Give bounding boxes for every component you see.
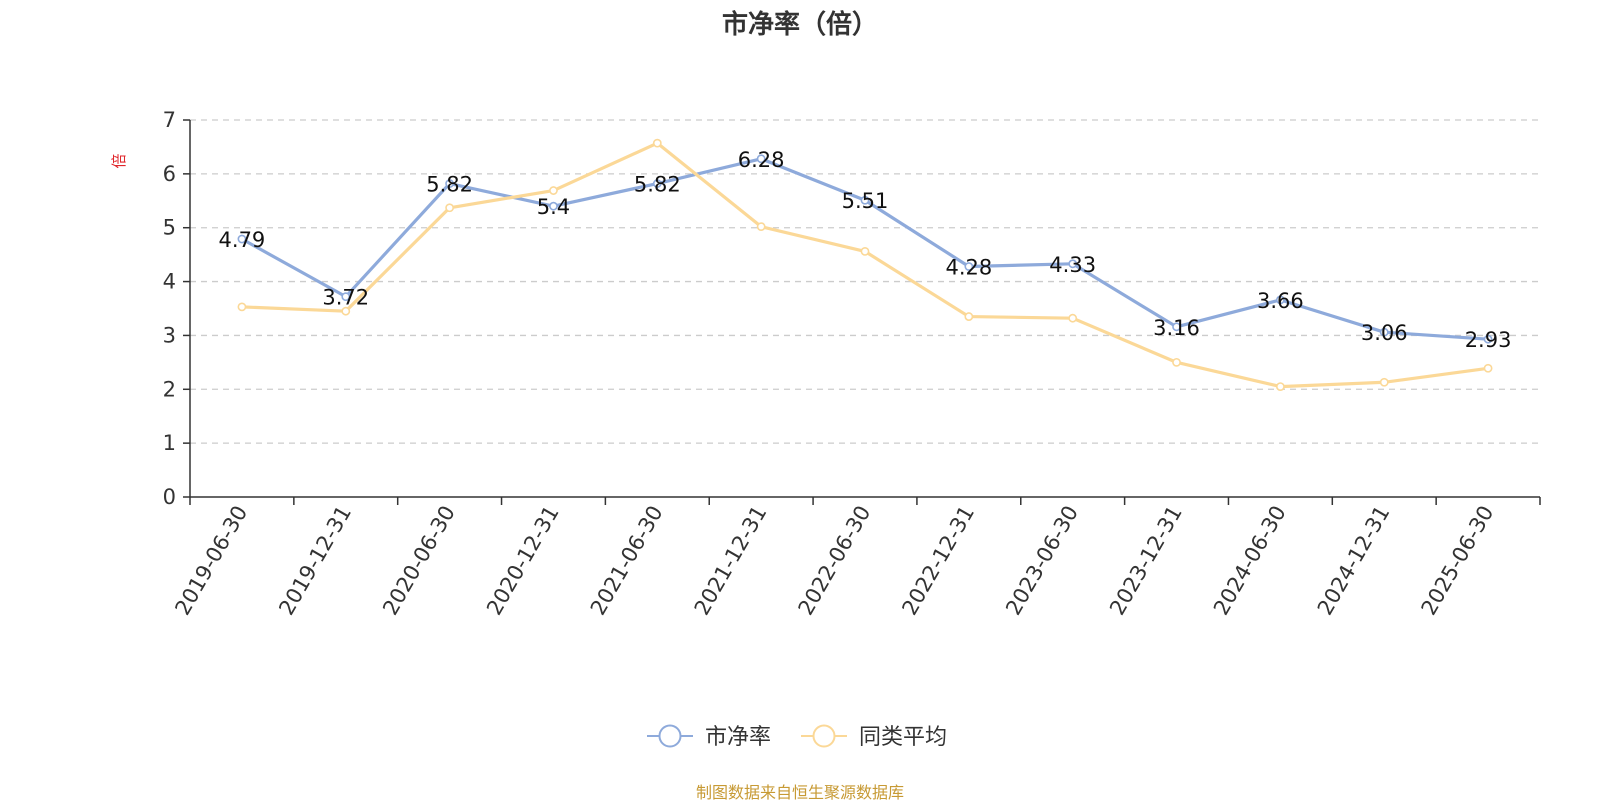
data-label: 4.79 — [219, 228, 266, 252]
data-label: 4.28 — [945, 255, 992, 279]
data-point-0 — [1172, 322, 1181, 332]
x-tick-label: 2021-12-31 — [690, 502, 772, 620]
data-label: 5.82 — [426, 173, 473, 197]
data-label: 5.4 — [537, 195, 570, 219]
y-tick-label: 3 — [163, 323, 176, 347]
data-label: 4.33 — [1049, 253, 1096, 277]
x-tick-label: 2024-12-31 — [1313, 502, 1395, 620]
data-point-0 — [237, 234, 247, 244]
data-point-1 — [964, 312, 974, 321]
x-tick-label: 2022-06-30 — [794, 502, 876, 620]
data-point-0 — [1068, 259, 1078, 269]
data-point-1 — [445, 203, 455, 213]
data-point-0 — [652, 179, 662, 188]
grid-lines — [190, 119, 1540, 444]
legend-label: 同类平均 — [859, 725, 947, 750]
x-tick-label: 2023-06-30 — [1001, 502, 1083, 620]
data-point-0 — [964, 262, 974, 271]
data-point-1 — [549, 186, 558, 195]
y-tick-label: 5 — [163, 216, 176, 240]
legend[interactable]: 市净率 同类平均 — [647, 724, 947, 750]
series-layer — [237, 138, 1493, 391]
y-tick-label: 1 — [163, 431, 176, 455]
x-tick-label: 2023-12-31 — [1105, 502, 1187, 620]
x-tick-label: 2022-12-31 — [897, 502, 979, 620]
data-labels: 4.79 3.72 5.82 5.4 5.82 6.28 5.51 4.28 4.33 3.16 3… — [219, 148, 1512, 352]
data-label: 5.82 — [634, 173, 681, 197]
data-point-0 — [756, 154, 766, 164]
data-label: 3.72 — [322, 286, 369, 310]
y-tick-label: 0 — [163, 485, 176, 509]
legend-marker — [812, 724, 836, 748]
data-point-1 — [756, 222, 766, 232]
data-point-0 — [1483, 334, 1493, 344]
data-point-1 — [1275, 382, 1285, 391]
x-tick-label: 2025-06-30 — [1417, 502, 1499, 620]
x-tick-label: 2019-12-31 — [274, 502, 356, 620]
data-point-1 — [652, 138, 662, 148]
data-point-1 — [1172, 357, 1181, 367]
data-point-1 — [860, 247, 870, 256]
data-point-0 — [860, 195, 870, 205]
data-label: 5.51 — [842, 189, 889, 213]
data-point-0 — [549, 201, 558, 211]
data-point-1 — [1483, 363, 1493, 373]
y-tick-label: 7 — [163, 108, 176, 132]
data-label: 3.16 — [1153, 316, 1200, 340]
data-point-0 — [341, 292, 351, 302]
data-point-0 — [1275, 295, 1285, 305]
x-tick-label: 2024-06-30 — [1209, 502, 1291, 620]
x-tick-label: 2019-06-30 — [170, 502, 252, 620]
y-tick-label: 6 — [163, 162, 176, 186]
y-axis-title: 倍 — [110, 153, 128, 168]
data-point-1 — [341, 306, 351, 316]
x-tick-label: 2020-12-31 — [482, 502, 564, 620]
source-note: 制图数据来自恒生聚源数据库 — [695, 783, 904, 802]
legend-label: 市净率 — [705, 725, 771, 750]
y-tick-label: 4 — [163, 270, 176, 294]
data-point-1 — [237, 302, 247, 312]
data-label: 3.06 — [1361, 321, 1408, 345]
y-tick-label: 2 — [163, 377, 176, 401]
data-label: 2.93 — [1465, 328, 1512, 352]
data-point-0 — [445, 179, 455, 188]
data-label: 6.28 — [738, 148, 785, 172]
x-tick-label: 2021-06-30 — [586, 502, 668, 620]
data-label: 3.66 — [1257, 289, 1304, 313]
data-point-1 — [1068, 313, 1078, 323]
x-tick-label: 2020-06-30 — [378, 502, 460, 620]
data-point-0 — [1379, 327, 1389, 337]
legend-marker — [658, 724, 682, 748]
data-point-1 — [1379, 377, 1389, 387]
chart-title: 市净率（倍） — [721, 10, 878, 40]
